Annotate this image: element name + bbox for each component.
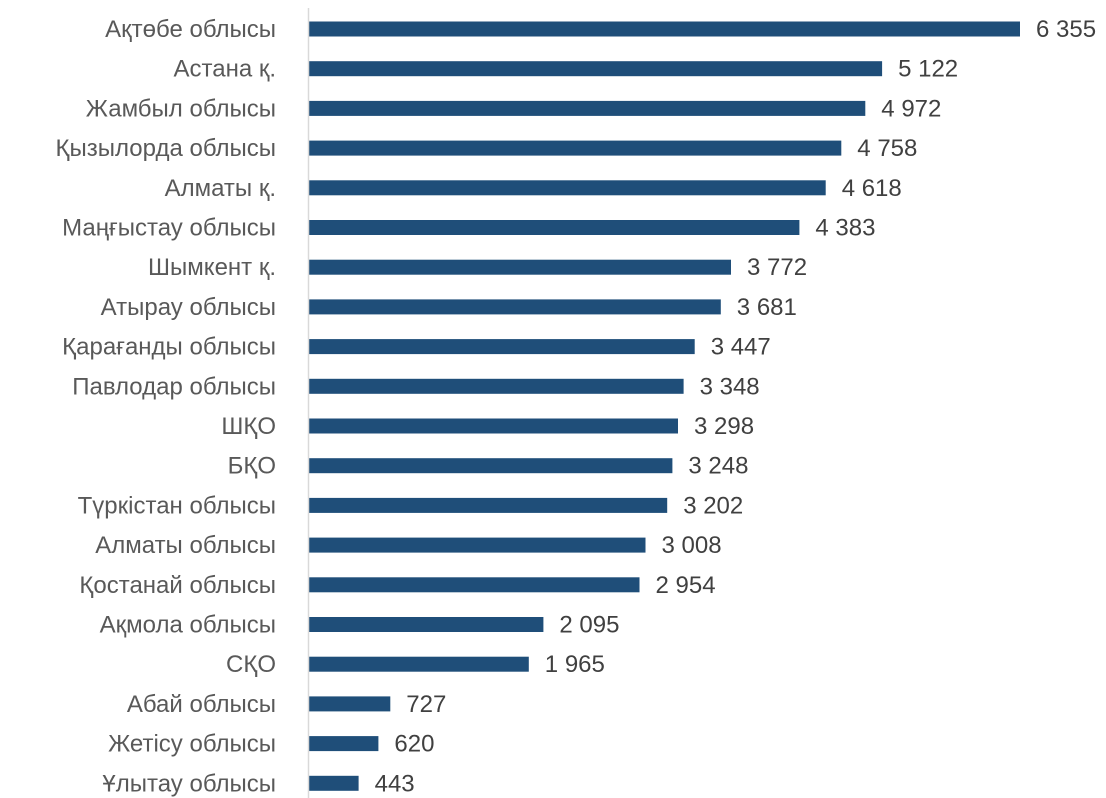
category-label: Алматы облысы [95, 532, 276, 559]
value-label: 6 355 [1036, 16, 1096, 43]
category-label: Алматы қ. [165, 175, 276, 202]
category-label: Шымкент қ. [148, 254, 276, 281]
value-label: 4 972 [881, 95, 941, 122]
bar [309, 100, 866, 116]
bar [309, 418, 678, 434]
value-label: 3 681 [737, 294, 797, 321]
category-label: Жамбыл облысы [86, 95, 276, 122]
category-label: Қарағанды облысы [62, 334, 276, 361]
bar [309, 378, 684, 394]
category-label: Павлодар облысы [72, 373, 276, 400]
bar [309, 21, 1020, 37]
category-label: Қостанай облысы [79, 572, 276, 599]
bar [309, 736, 379, 752]
category-label: Қызылорда облысы [56, 135, 276, 162]
value-label: 3 348 [700, 373, 760, 400]
value-label: 4 618 [842, 175, 902, 202]
value-label: 3 202 [683, 492, 743, 519]
value-label: 2 954 [656, 572, 716, 599]
value-labels-group: 6 355 5 122 4 972 4 758 4 618 4 383 3 772 3 681… [375, 16, 1096, 797]
category-label: Ақтөбе облысы [105, 16, 276, 43]
value-label: 3 248 [688, 453, 748, 480]
category-label: ШҚО [221, 413, 276, 440]
bar [309, 656, 529, 672]
category-label: Ақмола облысы [100, 612, 276, 639]
bar [309, 617, 544, 632]
bar [309, 61, 883, 77]
category-label: СҚО [226, 651, 276, 678]
bar [309, 497, 668, 513]
bar [309, 537, 646, 553]
bar [309, 180, 826, 196]
category-label: Астана қ. [173, 56, 276, 83]
value-label: 620 [394, 731, 434, 758]
bar [309, 339, 695, 355]
category-label: БҚО [228, 453, 276, 480]
value-label: 443 [375, 770, 415, 797]
category-label: Түркістан облысы [78, 492, 276, 519]
value-label: 5 122 [898, 56, 958, 83]
category-label: Атырау облысы [101, 294, 276, 321]
category-label: Абай облысы [127, 691, 276, 718]
value-label: 3 298 [694, 413, 754, 440]
bar [309, 775, 359, 791]
bar [309, 458, 673, 474]
bar [309, 299, 721, 315]
value-label: 3 772 [747, 254, 807, 281]
bar [309, 259, 731, 275]
value-label: 1 965 [545, 651, 605, 678]
bars-group [309, 21, 1020, 791]
value-label: 4 758 [857, 135, 917, 162]
category-label: Ұлытау облысы [102, 770, 276, 797]
bar [309, 577, 640, 593]
value-label: 3 447 [711, 334, 771, 361]
value-label: 727 [406, 691, 446, 718]
bar [309, 696, 391, 712]
bar [309, 220, 800, 235]
value-label: 3 008 [662, 532, 722, 559]
value-label: 2 095 [559, 612, 619, 639]
bar [309, 140, 842, 156]
category-label: Жетісу облысы [108, 731, 276, 758]
category-labels-group: Ақтөбе облысы Астана қ. Жамбыл облысы Қызыл… [56, 16, 276, 797]
category-label: Маңғыстау облысы [62, 215, 276, 242]
value-label: 4 383 [815, 215, 875, 242]
